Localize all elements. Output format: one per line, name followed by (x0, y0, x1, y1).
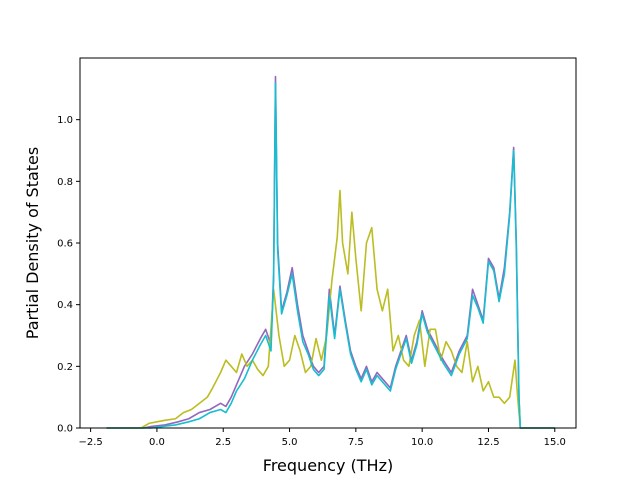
x-tick-label: 2.5 (215, 437, 231, 448)
x-tick-label: 0.0 (149, 437, 165, 448)
x-tick-label: 5.0 (282, 437, 298, 448)
y-tick-label: 0.8 (57, 177, 73, 188)
series-line-3 (106, 81, 555, 429)
series-layer (106, 75, 555, 429)
series-line-2 (106, 189, 555, 429)
y-axis-label: Partial Density of States (23, 147, 42, 339)
x-tick-label: 15.0 (544, 437, 566, 448)
x-axis-ticks: −2.5 0.0 2.5 5.0 7.5 10.0 12.5 15.0 (78, 428, 566, 448)
x-tick-label: 10.0 (411, 437, 433, 448)
y-tick-label: 1.0 (57, 115, 73, 126)
x-axis-label: Frequency (THz) (263, 456, 393, 475)
y-tick-label: 0.6 (57, 239, 73, 250)
x-tick-label: 7.5 (348, 437, 364, 448)
y-tick-label: 0.4 (57, 300, 73, 311)
y-axis-ticks: 0.0 0.2 0.4 0.6 0.8 1.0 (57, 115, 80, 435)
x-tick-label: 12.5 (477, 437, 499, 448)
y-tick-label: 0.0 (57, 424, 73, 435)
y-tick-label: 0.2 (57, 362, 73, 373)
x-tick-label: −2.5 (78, 437, 102, 448)
